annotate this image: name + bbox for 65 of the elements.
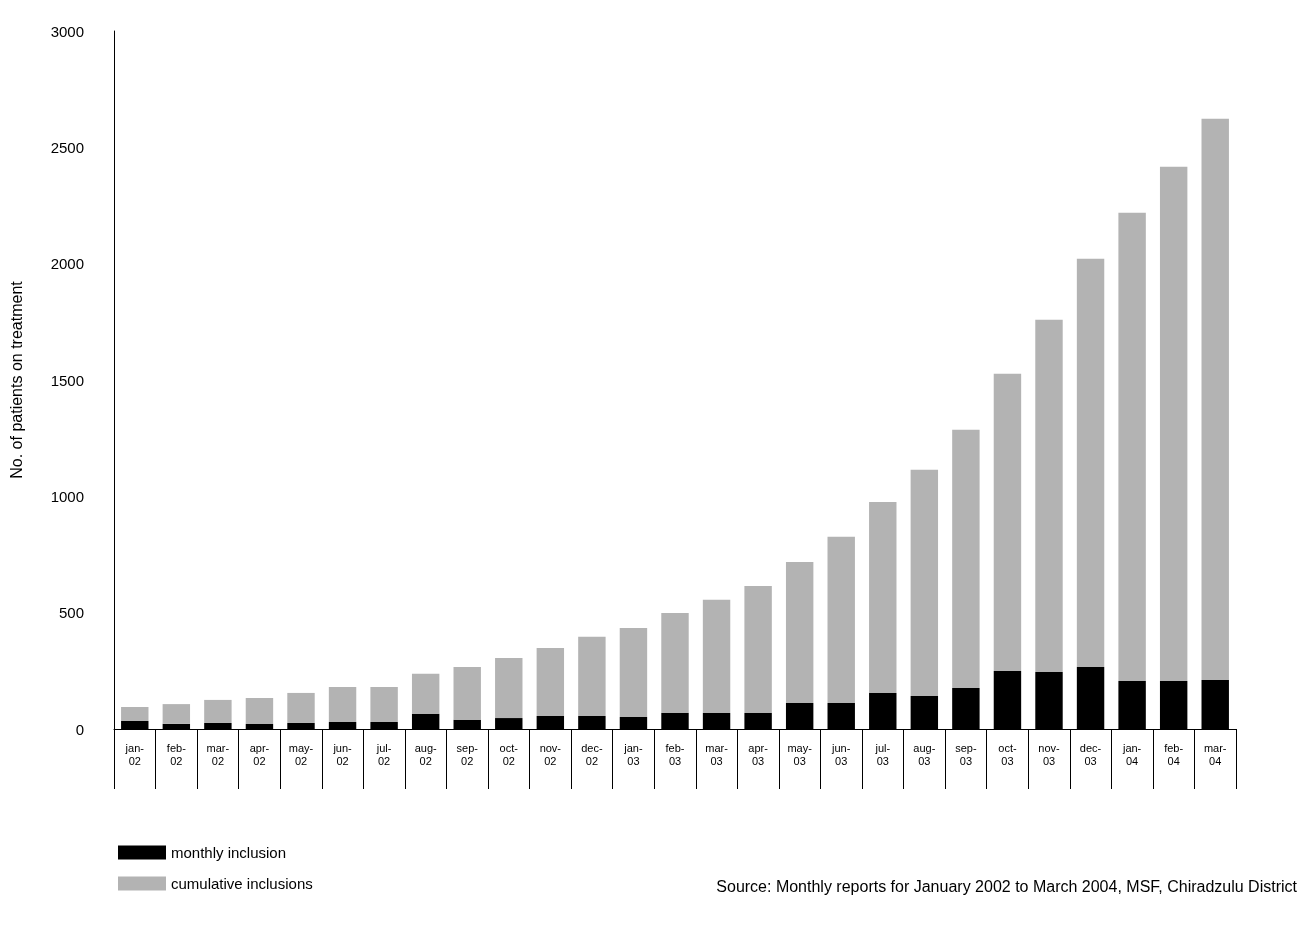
bar [204, 699, 232, 723]
source-note: Source: Monthly reports for January 2002 to March 2004, MSF, Chiradzulu District [716, 877, 1298, 895]
x-tick-label: oct-03 [998, 741, 1017, 767]
x-tick-label: feb-03 [665, 741, 685, 767]
x-tick-label: jun-03 [831, 741, 851, 767]
y-tick-label: 1500 [50, 371, 84, 389]
x-tick-label: aug-02 [414, 741, 437, 767]
x-tick-label: jul-03 [874, 741, 891, 767]
bar [785, 561, 814, 703]
x-tick-label: jan-04 [1121, 741, 1142, 767]
x-tick-label: nov-03 [1038, 741, 1061, 767]
bar [245, 698, 274, 724]
x-tick-label: jan-03 [623, 741, 643, 767]
x-tick-label: dec-02 [581, 741, 603, 767]
x-tick-label: mar-02 [206, 741, 230, 767]
x-tick-label: feb-02 [166, 741, 187, 767]
legend-label: monthly inclusion [171, 844, 287, 861]
x-tick-label: mar-03 [705, 741, 729, 767]
x-tick-label: jul-02 [375, 741, 392, 767]
bar [702, 599, 731, 713]
bar [162, 704, 191, 724]
bar [1035, 319, 1063, 672]
bar [869, 501, 897, 693]
bar [1201, 118, 1229, 680]
bar [536, 648, 565, 716]
y-axis-title: No. of patients on treatment [7, 280, 25, 479]
y-tick-label: 2500 [50, 138, 84, 156]
y-tick-label: 3000 [50, 22, 84, 40]
x-tick-label: oct-02 [499, 741, 519, 767]
x-tick-label: sep-03 [955, 741, 977, 767]
y-tick-label: 0 [75, 720, 84, 738]
bar [993, 373, 1022, 672]
x-tick-label: nov-02 [539, 741, 562, 767]
bar [910, 469, 939, 696]
x-tick-label: jun-02 [332, 741, 353, 767]
bar [370, 686, 398, 723]
bar [495, 658, 523, 719]
bar [1118, 212, 1146, 682]
y-tick-label: 1000 [50, 487, 84, 505]
legend-label: cumulative inclusions [171, 875, 313, 892]
bar [121, 706, 149, 722]
x-tick-label: may-03 [787, 741, 813, 767]
x-tick-label: may-02 [288, 741, 314, 767]
bar [287, 692, 315, 723]
bar [328, 686, 357, 723]
x-tick-label: aug-03 [913, 741, 936, 767]
bar [744, 585, 772, 713]
bar [619, 628, 648, 717]
x-tick-label: apr-03 [748, 741, 769, 767]
bar [578, 636, 606, 716]
x-tick-label: apr-02 [249, 741, 270, 767]
y-tick-label: 500 [58, 604, 84, 622]
x-tick-label: feb-04 [1164, 741, 1184, 767]
x-tick-label: sep-02 [456, 741, 479, 767]
y-tick-label: 2000 [50, 255, 84, 273]
bar [661, 612, 689, 713]
x-tick-label: mar-04 [1203, 741, 1227, 767]
bar [827, 536, 855, 703]
bar [952, 429, 980, 689]
bar [453, 666, 481, 720]
x-tick-label: jan-02 [124, 741, 145, 767]
bar [1076, 258, 1105, 667]
x-tick-label: dec-03 [1079, 741, 1102, 767]
bar [411, 673, 440, 714]
bar [1159, 166, 1188, 682]
